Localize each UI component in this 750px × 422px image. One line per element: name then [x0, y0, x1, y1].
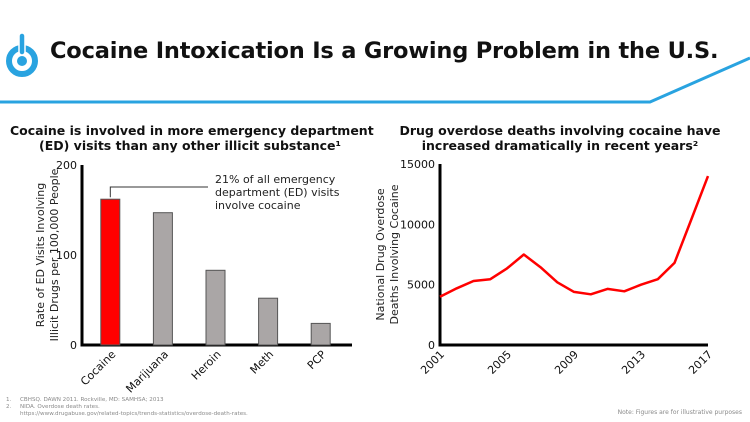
footnote-number: 2. [6, 404, 12, 410]
bar-chart-title: Cocaine is involved in more emergency de… [10, 123, 374, 153]
x-tick-label: Marijuana [123, 348, 171, 396]
bar-cocaine [100, 198, 121, 346]
annotation-bracket [109, 186, 208, 198]
x-tick-label: 2001 [418, 348, 447, 377]
y-axis-label: Rate of ED Visits Involving [34, 183, 47, 327]
bar-pcp [310, 322, 331, 346]
y-tick-label: 0 [70, 339, 77, 352]
line-chart-title: Drug overdose deaths involving cocaine h… [375, 123, 745, 153]
line-chart-title-line: increased dramatically in recent years² [421, 138, 699, 153]
bar-meth [258, 297, 279, 346]
x-tick-label: Heroin [189, 348, 224, 383]
footnote: 2. NIDA. Overdose death rates. [6, 404, 248, 411]
y-tick-label: 100 [56, 249, 77, 262]
page-title: Cocaine Intoxication Is a Growing Proble… [50, 38, 719, 64]
annotation-text: 21% of all emergency [215, 173, 336, 186]
header-underline [0, 56, 750, 104]
illustrative-note: Note: Figures are for illustrative purpo… [617, 409, 742, 416]
footnote: 1. CBHSQ. DAWN 2011. Rockville, MD: SAMH… [6, 397, 248, 404]
x-tick-label: Cocaine [78, 348, 118, 388]
bar-chart-title-line: Cocaine is involved in more emergency de… [10, 123, 374, 138]
footnotes: 1. CBHSQ. DAWN 2011. Rockville, MD: SAMH… [6, 397, 248, 418]
power-button-icon [6, 32, 38, 77]
y-axis-label: National Drug Overdose [374, 188, 387, 320]
header-decoration [0, 56, 750, 104]
x-tick-label: 2017 [686, 348, 715, 377]
y-tick-label: 5000 [407, 279, 435, 292]
footnote-text: CBHSQ. DAWN 2011. Rockville, MD: SAMHSA;… [20, 397, 164, 403]
annotation-text: department (ED) visits [215, 186, 340, 199]
footnote-text: NIDA. Overdose death rates. [20, 404, 100, 410]
y-axis-label: Deaths Involving Cocaine [388, 184, 401, 324]
x-tick-label: PCP [305, 348, 329, 372]
bar-marijuana [152, 212, 173, 346]
x-tick-label: 2009 [552, 348, 581, 377]
x-tick-label: 2013 [619, 348, 648, 377]
y-tick-label: 10000 [400, 218, 435, 231]
x-tick-label: Meth [248, 348, 277, 377]
annotation-text: involve cocaine [215, 199, 301, 212]
series-line [439, 175, 710, 298]
bar-chart: 0 100 200 Rate of ED Visits Involving Illici… [34, 159, 352, 396]
line-chart-title-line: Drug overdose deaths involving cocaine h… [399, 123, 721, 138]
y-tick-label: 0 [428, 339, 435, 352]
y-tick-label: 200 [56, 159, 77, 172]
footnote-number: 1. [6, 397, 12, 403]
y-tick-label: 15000 [400, 158, 435, 171]
bar-chart-title-line: (ED) visits than any other illicit subst… [38, 138, 342, 153]
bar-heroin [205, 269, 226, 346]
footnote-url: https://www.drugabuse.gov/related-topics… [20, 411, 248, 417]
x-tick-label: 2005 [485, 348, 514, 377]
y-axis-label: Illicit Drugs per 100,000 People [48, 168, 61, 341]
line-chart: 0 5000 10000 15000 2001 2005 2009 2013 2017 Natio… [374, 158, 715, 377]
